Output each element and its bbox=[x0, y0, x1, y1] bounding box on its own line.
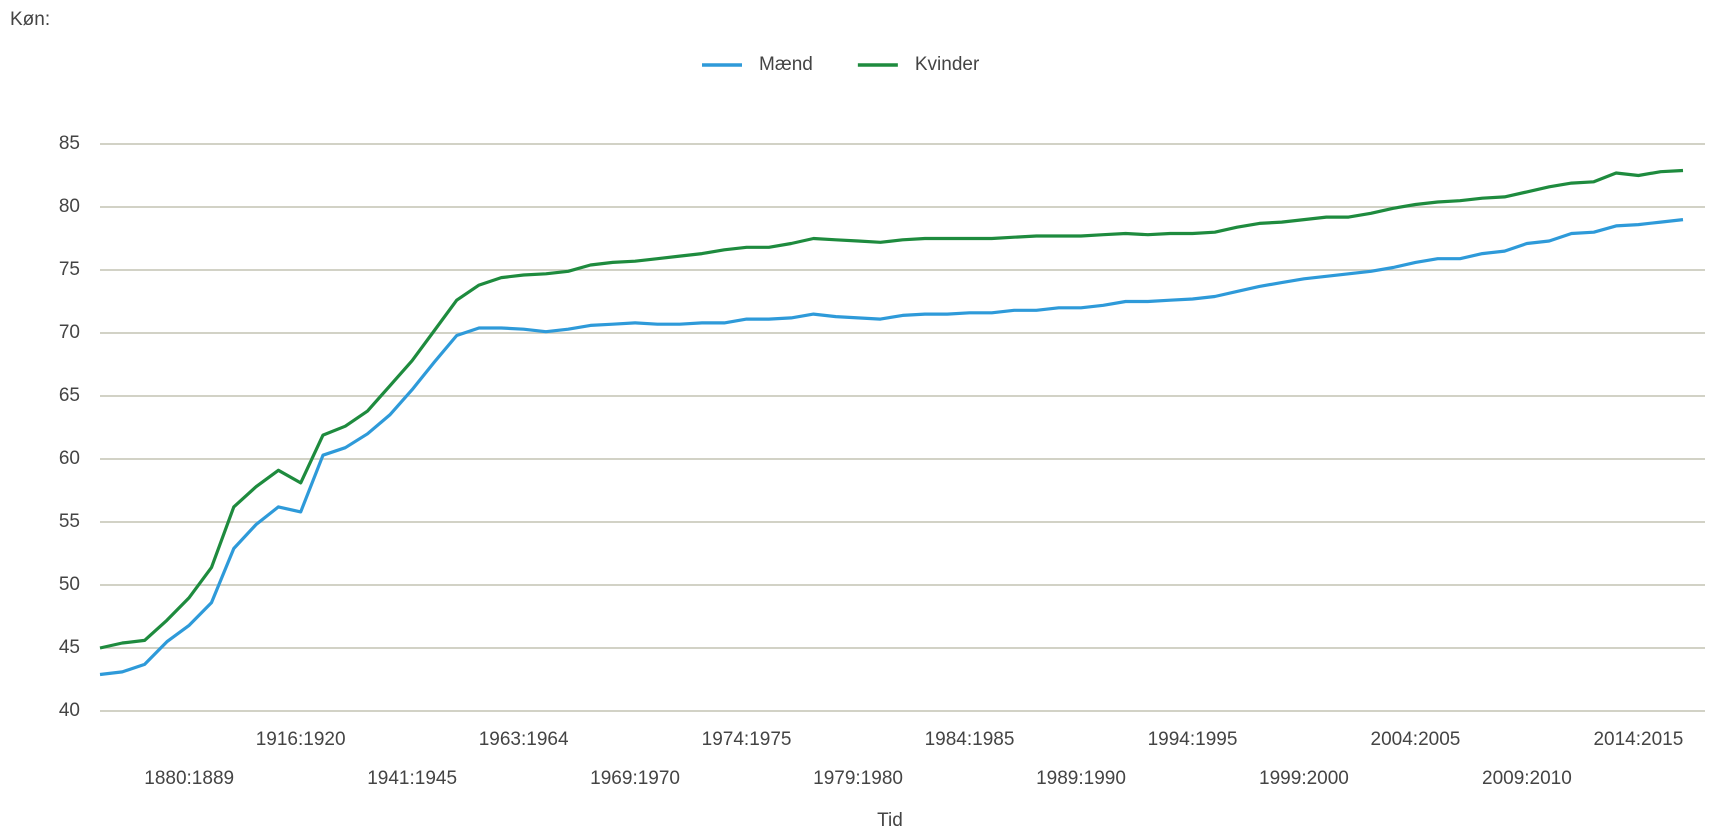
x-tick-label: 1880:1889 bbox=[144, 768, 234, 789]
x-tick-label: 1963:1964 bbox=[479, 729, 569, 750]
x-tick-label: 1916:1920 bbox=[256, 729, 346, 750]
y-tick-label: 45 bbox=[59, 637, 80, 658]
x-tick-label: 1941:1945 bbox=[367, 768, 457, 789]
series-line bbox=[99, 168, 1684, 650]
y-tick-label: 60 bbox=[59, 448, 80, 469]
x-tick-label: 2009:2010 bbox=[1482, 768, 1572, 789]
y-tick-label: 55 bbox=[59, 511, 80, 532]
x-tick-label: 1969:1970 bbox=[590, 768, 680, 789]
x-tick-label: 1999:2000 bbox=[1259, 768, 1349, 789]
y-tick-label: 75 bbox=[59, 259, 80, 280]
x-tick-label: 2014:2015 bbox=[1593, 729, 1683, 750]
y-tick-label: 50 bbox=[59, 574, 80, 595]
y-tick-label: 65 bbox=[59, 385, 80, 406]
series-line bbox=[99, 218, 1684, 677]
legend-label: Mænd bbox=[759, 54, 813, 75]
x-tick-label: 1984:1985 bbox=[925, 729, 1015, 750]
x-axis-title: Tid bbox=[877, 810, 903, 831]
x-tick-label: 1989:1990 bbox=[1036, 768, 1126, 789]
y-tick-label: 40 bbox=[59, 700, 80, 721]
x-tick-label: 1974:1975 bbox=[702, 729, 792, 750]
header-label: Køn: bbox=[10, 9, 50, 30]
y-tick-label: 70 bbox=[59, 322, 80, 343]
legend-label: Kvinder bbox=[915, 54, 980, 75]
x-tick-label: 1994:1995 bbox=[1148, 729, 1238, 750]
y-tick-label: 85 bbox=[59, 133, 80, 154]
x-tick-label: 1979:1980 bbox=[813, 768, 903, 789]
x-tick-label: 2004:2005 bbox=[1371, 729, 1461, 750]
y-tick-label: 80 bbox=[59, 196, 80, 217]
